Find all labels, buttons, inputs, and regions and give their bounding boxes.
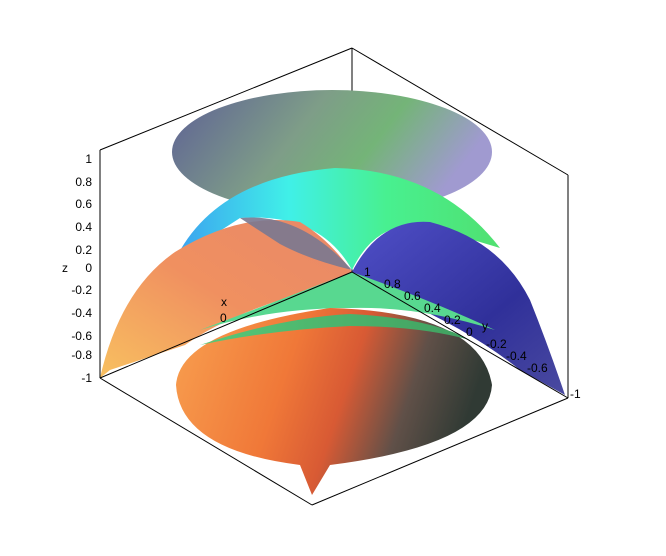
- x-axis-line: [99, 271, 353, 379]
- y-tick-label: 0.2: [444, 313, 461, 327]
- y-axis-line: [351, 271, 569, 399]
- z-tick-label: -0.6: [71, 329, 92, 343]
- z-tick-label: 0.6: [75, 197, 92, 211]
- paraboloid-left-sheet: [100, 220, 352, 378]
- y-tick-label: -0.2: [486, 337, 507, 351]
- box-edge: [99, 47, 353, 151]
- y-tick-label: -0.4: [506, 349, 527, 363]
- y-tick-label: 0: [466, 325, 473, 339]
- x-axis-ticks: x 0: [220, 295, 227, 325]
- box-edge: [351, 47, 569, 176]
- z-tick-label: -0.8: [71, 348, 92, 362]
- box-edge: [311, 397, 569, 506]
- y-axis-label: y: [482, 319, 488, 333]
- y-tick-label: -1: [570, 387, 581, 401]
- y-tick-label: 1: [364, 265, 371, 279]
- z-tick-label: -0.4: [71, 306, 92, 320]
- bounding-box-front: [99, 150, 569, 506]
- y-tick-label: 0.4: [424, 301, 441, 315]
- z-tick-label: -1: [81, 371, 92, 385]
- paraboloid-right-sheet: [352, 221, 565, 395]
- z-axis-label: z: [62, 261, 68, 275]
- paraboloid-front-band: [200, 272, 495, 330]
- z-tick-label: 0.2: [75, 243, 92, 257]
- bottom-disc-rim-band: [200, 314, 470, 345]
- y-axis-ticks: 1 0.8 0.6 0.4 0.2 0 y -0.2 -0.4 -0.6 -1: [364, 265, 581, 401]
- z-tick-label: -0.2: [71, 283, 92, 297]
- z-axis-ticks: 1 0.8 0.6 0.4 0.2 0 -0.2 -0.4 -0.6 -0.8 …: [62, 152, 92, 385]
- y-tick-label: 0.8: [384, 277, 401, 291]
- bottom-disc-surface: [176, 308, 492, 495]
- x-axis-label: x: [221, 295, 227, 309]
- z-tick-label: 0.4: [75, 220, 92, 234]
- y-tick-label: 0.6: [404, 289, 421, 303]
- box-edge: [99, 377, 313, 506]
- paraboloid-inner-wedge: [240, 217, 352, 270]
- paraboloid-top-band: [175, 168, 500, 270]
- x-tick-label: 0: [220, 311, 227, 325]
- z-tick-label: 1: [85, 152, 92, 166]
- y-tick-label: -0.6: [527, 361, 548, 375]
- z-tick-label: 0.8: [75, 175, 92, 189]
- z-tick-label: 0: [85, 261, 92, 275]
